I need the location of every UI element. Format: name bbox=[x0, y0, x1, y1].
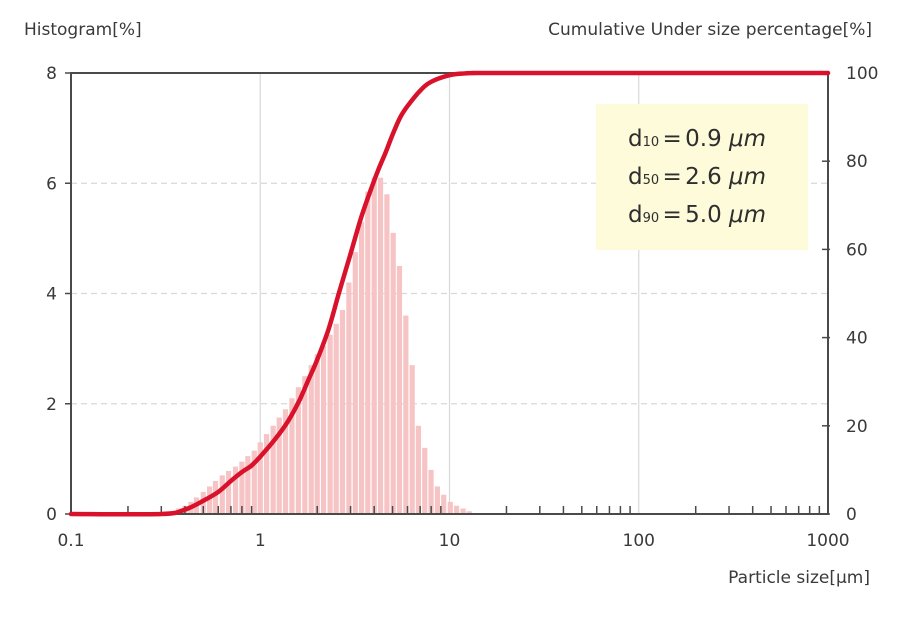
histogram-bar bbox=[352, 252, 358, 514]
stat-d90-unit: μm bbox=[729, 202, 767, 228]
histogram-bar bbox=[320, 345, 327, 514]
stat-d10-symbol: d bbox=[628, 126, 643, 152]
histogram-bar bbox=[447, 501, 453, 514]
histogram-bar bbox=[225, 471, 232, 514]
histogram-bar bbox=[409, 365, 415, 514]
stat-d10-value: 0.9 bbox=[685, 126, 722, 152]
y-left-tick-label: 0 bbox=[46, 505, 57, 525]
histogram-bar bbox=[384, 194, 390, 514]
y-left-tick-label: 6 bbox=[46, 174, 57, 194]
histogram-bar bbox=[276, 417, 282, 514]
stat-d50-sub: 50 bbox=[642, 173, 660, 188]
histogram-bar bbox=[453, 505, 460, 514]
x-tick-label: 100 bbox=[623, 531, 655, 551]
stat-d50-unit: μm bbox=[729, 164, 767, 190]
histogram-bar bbox=[232, 466, 239, 514]
histogram-bar bbox=[314, 354, 320, 514]
histogram-bar bbox=[251, 450, 257, 514]
histogram-bar bbox=[339, 310, 346, 514]
histogram-bar bbox=[396, 265, 403, 514]
y-axis-right-label: Cumulative Under size percentage[%] bbox=[548, 20, 872, 40]
stat-d90: d90 = 5.0 μm bbox=[628, 202, 767, 228]
y-right-tick-label: 100 bbox=[846, 64, 878, 84]
x-tick-label: 1 bbox=[255, 531, 266, 551]
histogram-bar bbox=[460, 508, 466, 514]
histogram-bar bbox=[219, 475, 225, 514]
histogram-bar bbox=[466, 511, 472, 514]
y-right-tick-label: 0 bbox=[846, 505, 857, 525]
histogram-bar bbox=[302, 376, 308, 514]
histogram-bar bbox=[346, 282, 352, 514]
y-right-tick-label: 20 bbox=[846, 417, 868, 437]
histogram-bar bbox=[327, 334, 333, 514]
y-right-tick-label: 40 bbox=[846, 329, 868, 349]
histogram-bar bbox=[282, 409, 289, 514]
histogram-bars bbox=[175, 177, 472, 515]
histogram-bar bbox=[239, 461, 245, 514]
histogram-bar bbox=[377, 177, 384, 515]
histogram-bar bbox=[245, 456, 251, 514]
histogram-bar bbox=[434, 486, 440, 514]
x-tick-label: 10 bbox=[439, 531, 461, 551]
cumulative-curve bbox=[68, 70, 831, 517]
histogram-bar bbox=[358, 221, 365, 514]
x-tick-label: 1000 bbox=[806, 531, 849, 551]
histogram-bar bbox=[441, 494, 447, 514]
histogram-bar bbox=[270, 425, 276, 514]
y-left-tick-label: 4 bbox=[46, 285, 57, 305]
stat-d90-value: 5.0 bbox=[685, 202, 722, 228]
stat-d10-sub: 10 bbox=[642, 135, 660, 150]
histogram-bar bbox=[212, 480, 219, 514]
histogram-bar bbox=[308, 365, 314, 514]
statistics-box: d10 = 0.9 μm d50 = 2.6 μm d90 = 5.0 μm bbox=[596, 104, 808, 250]
histogram-bar bbox=[371, 177, 377, 515]
histogram-bar bbox=[390, 232, 396, 515]
y-left-tick-label: 8 bbox=[46, 64, 57, 84]
histogram-bar bbox=[422, 447, 428, 514]
y-right-tick-label: 80 bbox=[846, 152, 868, 172]
histogram-bar bbox=[263, 434, 270, 514]
stat-d90-sub: 90 bbox=[642, 211, 660, 226]
histogram-bar bbox=[428, 469, 434, 514]
histogram-bar bbox=[295, 387, 301, 514]
stat-d10: d10 = 0.9 μm bbox=[628, 126, 767, 152]
stat-d50-value: 2.6 bbox=[685, 164, 722, 190]
histogram-bar bbox=[415, 425, 422, 514]
y-axis-left-label: Histogram[%] bbox=[24, 20, 142, 40]
stat-d50: d50 = 2.6 μm bbox=[628, 164, 767, 190]
x-tick-label: 0.1 bbox=[57, 531, 84, 551]
y-right-tick-label: 60 bbox=[846, 240, 868, 260]
histogram-bar bbox=[403, 315, 409, 514]
stat-d90-symbol: d bbox=[628, 202, 643, 228]
stat-d50-symbol: d bbox=[628, 164, 643, 190]
histogram-bar bbox=[333, 323, 339, 514]
histogram-bar bbox=[289, 398, 295, 514]
x-axis-label: Particle size[µm] bbox=[728, 568, 870, 588]
y-left-tick-label: 2 bbox=[46, 395, 57, 415]
histogram-bar bbox=[257, 442, 263, 514]
histogram-bar bbox=[365, 191, 371, 515]
histogram-bar bbox=[207, 486, 213, 514]
stat-d10-unit: μm bbox=[729, 126, 767, 152]
